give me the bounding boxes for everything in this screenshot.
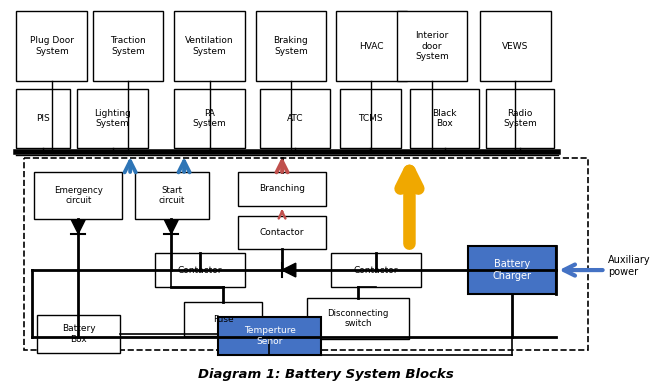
Bar xyxy=(93,11,164,81)
Text: Battery
Charger: Battery Charger xyxy=(493,259,532,281)
Bar xyxy=(256,11,326,81)
Bar xyxy=(154,253,245,287)
Bar xyxy=(410,89,479,148)
Text: Temperture
Senor: Temperture Senor xyxy=(244,326,296,346)
Bar xyxy=(331,253,421,287)
Polygon shape xyxy=(282,263,296,277)
Bar xyxy=(238,216,326,249)
Text: Branching: Branching xyxy=(259,184,305,194)
Polygon shape xyxy=(164,220,178,234)
Bar xyxy=(486,89,554,148)
Text: Diagram 1: Battery System Blocks: Diagram 1: Battery System Blocks xyxy=(198,368,454,381)
Text: PA
System: PA System xyxy=(193,109,227,129)
Bar xyxy=(174,11,245,81)
Bar xyxy=(238,172,326,206)
Text: VEWS: VEWS xyxy=(502,42,528,50)
Text: Traction
System: Traction System xyxy=(110,36,146,56)
Text: Lighting
System: Lighting System xyxy=(94,109,131,129)
Text: Braking
System: Braking System xyxy=(274,36,308,56)
Text: HVAC: HVAC xyxy=(359,42,383,50)
Bar xyxy=(78,89,148,148)
Bar xyxy=(306,298,410,339)
Text: Battery
Box: Battery Box xyxy=(62,324,95,344)
Bar xyxy=(336,11,406,81)
Text: TCMS: TCMS xyxy=(358,114,383,123)
Text: Disconnecting
switch: Disconnecting switch xyxy=(328,308,389,328)
Bar xyxy=(17,11,87,81)
Bar xyxy=(25,158,588,350)
Text: Start
circuit: Start circuit xyxy=(158,186,185,205)
Bar xyxy=(17,89,70,148)
Text: Contactor: Contactor xyxy=(260,228,304,237)
Bar xyxy=(37,315,121,353)
Bar xyxy=(135,172,209,219)
Bar xyxy=(468,246,556,294)
Bar xyxy=(34,172,123,219)
Text: Contactor: Contactor xyxy=(354,266,398,275)
Text: Interior
door
System: Interior door System xyxy=(415,31,449,61)
Text: Auxiliary
power: Auxiliary power xyxy=(609,255,651,277)
Bar xyxy=(184,303,263,336)
Text: PIS: PIS xyxy=(36,114,50,123)
Bar xyxy=(259,89,330,148)
Text: Radio
System: Radio System xyxy=(503,109,537,129)
Bar xyxy=(396,11,467,81)
Bar xyxy=(340,89,400,148)
Text: Ventilation
System: Ventilation System xyxy=(185,36,234,56)
Text: Fuse: Fuse xyxy=(213,315,233,324)
Bar xyxy=(174,89,245,148)
Polygon shape xyxy=(72,220,85,234)
Text: Black
Box: Black Box xyxy=(432,109,457,129)
Text: Plug Door
System: Plug Door System xyxy=(30,36,74,56)
Text: ATC: ATC xyxy=(286,114,303,123)
Bar xyxy=(480,11,550,81)
Text: Emergency
circuit: Emergency circuit xyxy=(54,186,103,205)
Bar xyxy=(218,317,322,355)
Text: Contactor: Contactor xyxy=(178,266,222,275)
